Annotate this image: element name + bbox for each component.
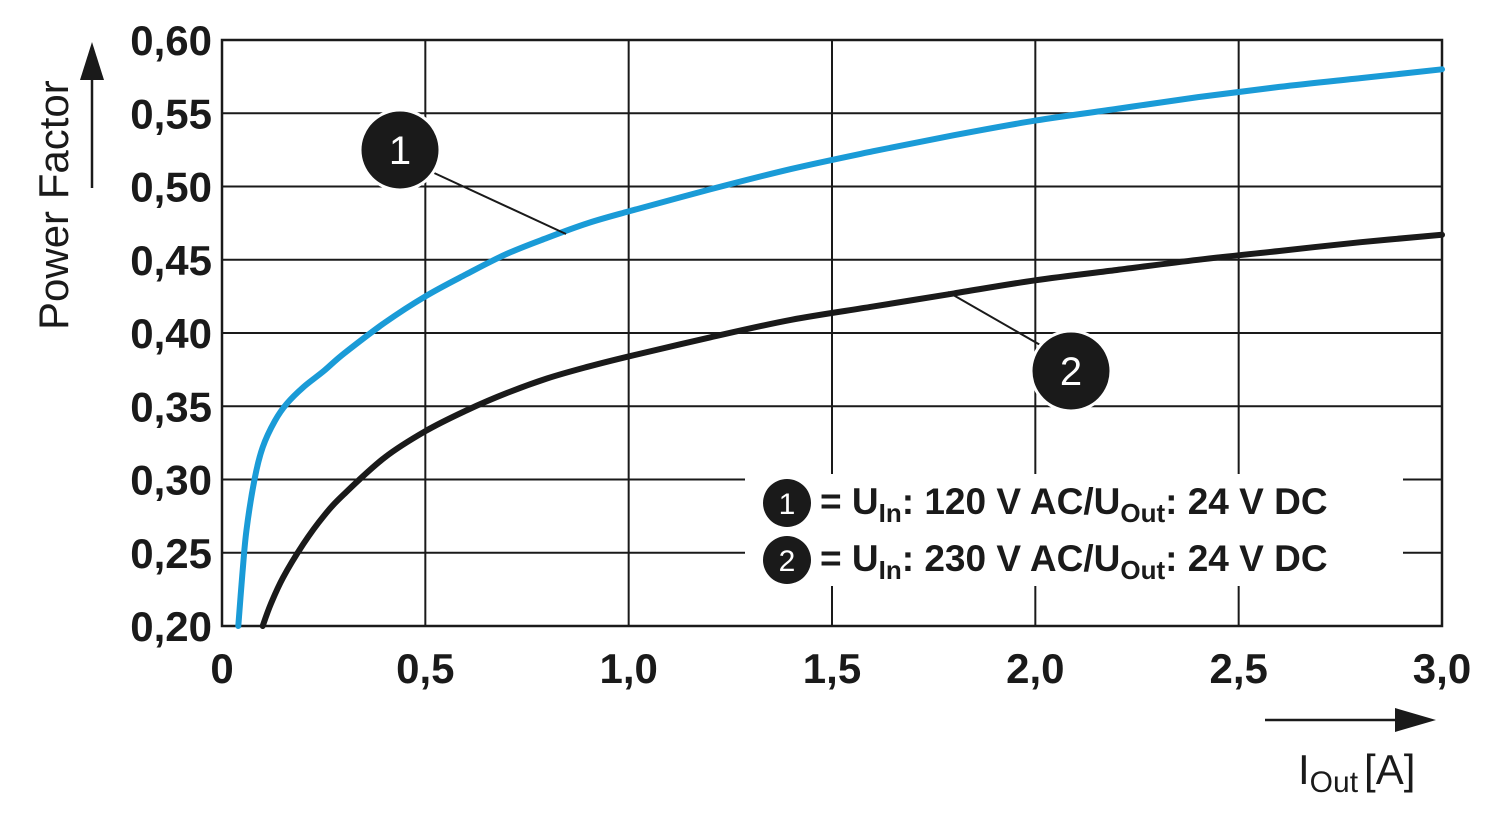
- legend-label-2: = UIn: 230 V AC/UOut: 24 V DC: [820, 538, 1328, 585]
- x-tick-label-5: 2,5: [1209, 645, 1267, 692]
- legend-1-sub2: Out: [1120, 498, 1165, 528]
- legend-label-1: = UIn: 120 V AC/UOut: 24 V DC: [820, 481, 1328, 528]
- x-tick-label-4: 2,0: [1006, 645, 1064, 692]
- legend-1-post: : 24 V DC: [1165, 481, 1327, 522]
- legend-marker-2-label: 2: [779, 545, 796, 578]
- legend-1-mid: : 120 V AC/U: [902, 481, 1121, 522]
- x-axis-title-group: IOut [A]: [1265, 708, 1436, 799]
- series-line-2: [259, 231, 1445, 629]
- callout-2-label: 2: [1060, 350, 1082, 394]
- y-tick-label-1: 0,25: [130, 530, 212, 577]
- x-tick-label-2: 1,0: [599, 645, 657, 692]
- legend-marker-2: [763, 536, 811, 584]
- y-tick-label-2: 0,30: [130, 457, 212, 504]
- x-axis-title: IOut [A]: [1298, 746, 1415, 799]
- callout-1-circle: [358, 108, 442, 192]
- y-tick-label-6: 0,50: [130, 164, 212, 211]
- y-tick-label-3: 0,35: [130, 383, 212, 430]
- legend-2-pre: = U: [820, 538, 879, 579]
- y-axis-title: Power Factor: [30, 80, 77, 330]
- legend-marker-1-label: 1: [779, 488, 796, 521]
- legend: 1 = UIn: 120 V AC/UOut: 24 V DC 2 = UIn:…: [745, 474, 1403, 586]
- legend-item-1: 1 = UIn: 120 V AC/UOut: 24 V DC: [763, 479, 1328, 528]
- callout-2: 2: [947, 291, 1113, 413]
- y-axis-ticks: 0,20 0,25 0,30 0,35 0,40 0,45 0,50 0,55 0,60: [130, 17, 212, 650]
- y-axis-title-group: Power Factor: [30, 42, 104, 330]
- legend-2-sub1: In: [879, 555, 902, 585]
- plot-frame: [220, 38, 1444, 628]
- callout-1: 1: [358, 108, 567, 235]
- y-tick-label-4: 0,40: [130, 310, 212, 357]
- x-tick-label-3: 1,5: [803, 645, 861, 692]
- legend-2-mid: : 230 V AC/U: [902, 538, 1121, 579]
- y-tick-label-8: 0,60: [130, 17, 212, 64]
- x-axis-arrow-head: [1395, 708, 1436, 732]
- legend-1-pre: = U: [820, 481, 879, 522]
- y-tick-label-5: 0,45: [130, 237, 212, 284]
- series-layer: [235, 66, 1445, 629]
- x-tick-label-6: 3,0: [1413, 645, 1471, 692]
- x-axis-ticks: 0 0,5 1,0 1,5 2,0 2,5 3,0: [210, 645, 1471, 692]
- callout-1-leader: [431, 171, 567, 235]
- x-axis-title-sub: Out: [1310, 766, 1359, 799]
- x-tick-label-1: 0,5: [396, 645, 454, 692]
- legend-2-sub2: Out: [1120, 555, 1165, 585]
- legend-item-2: 2 = UIn: 230 V AC/UOut: 24 V DC: [763, 536, 1328, 585]
- legend-marker-1: [763, 479, 811, 527]
- callout-2-leader: [947, 291, 1043, 347]
- y-tick-label-0: 0,20: [130, 603, 212, 650]
- callout-2-circle: [1029, 329, 1113, 413]
- x-axis-title-unit: [A]: [1364, 746, 1415, 793]
- y-tick-label-7: 0,55: [130, 90, 212, 137]
- callout-1-label: 1: [389, 129, 411, 173]
- legend-2-post: : 24 V DC: [1165, 538, 1327, 579]
- y-axis-arrow-head: [80, 42, 104, 80]
- legend-background: [745, 474, 1403, 586]
- x-axis-title-main: I: [1298, 746, 1310, 793]
- series-line-1: [235, 66, 1445, 629]
- legend-1-sub1: In: [879, 498, 902, 528]
- x-tick-label-0: 0: [210, 645, 233, 692]
